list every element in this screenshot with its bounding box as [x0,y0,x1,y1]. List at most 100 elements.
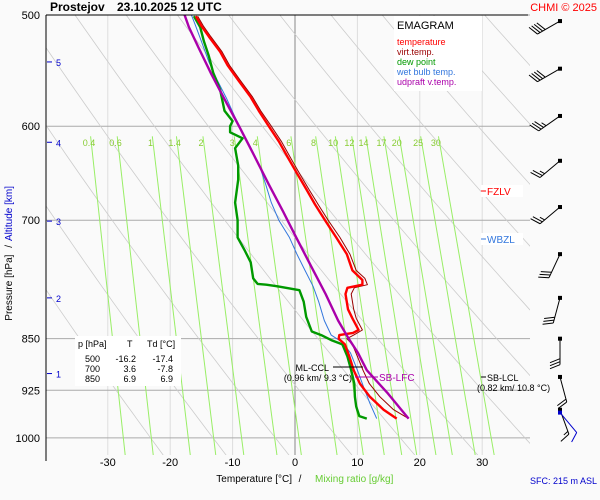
mixing-ratio-line [233,136,278,455]
table-cell: 850 [85,374,100,384]
barb-half-flag [563,430,569,436]
barb-flag [538,276,550,279]
wind-barb [530,158,562,178]
mixing-ratio-line [256,136,302,455]
barb-flag [528,27,538,35]
barb-flag [531,122,542,130]
barb-flag [532,170,543,177]
dry-adiabat [432,15,530,125]
table-cell: 6.9 [123,374,136,384]
pressure-tick-label: 600 [22,121,40,133]
mixing-ratio-label: 3 [230,138,235,148]
mixing-ratio-line [90,136,126,455]
barb-flag [549,364,561,370]
series-group [183,15,410,420]
barb-flag [528,74,538,83]
mixing-ratio-line [151,136,191,455]
mixing-ratio-label: 25 [413,138,423,148]
barb-flag [557,401,568,409]
table-header-p: p [hPa] [78,339,107,349]
dry-adiabat [74,15,416,455]
mixing-ratio-line [116,136,154,455]
level-annotations: FZLV WBZL ML-CCL (0.96 km/ 9.3 °C) SB-LF… [284,185,550,393]
barb-staff [539,206,561,225]
series-virt-temp [197,15,409,420]
barb-flag [571,432,578,443]
barb-staff [559,376,568,403]
sb-lfc-label: SB-LFC [379,373,415,384]
dry-adiabats [46,15,530,455]
series-udpraft-v-temp [183,15,410,420]
sfc-label: SFC: 215 m ASL [530,476,597,486]
ylabel-pressure: Pressure [hPa] [4,254,15,320]
xlabel-sep: / [299,474,302,485]
wind-barb [558,410,578,443]
table-box [75,336,181,386]
copyright: CHMI © 2025 [530,2,597,14]
table-header-td: Td [°C] [147,339,175,349]
barb-flag [544,316,555,319]
table-cell: 500 [85,354,100,364]
barb-staff [552,297,561,324]
legend: EMAGRAM temperature virt.temp. dew point… [394,16,482,91]
barb-flag [531,73,541,81]
altitude-tick-label: 4 [56,138,61,148]
pressure-tick-label: 1000 [16,433,40,445]
mixing-ratio-line [420,136,476,455]
altitude-tick-label: 2 [56,294,61,304]
table-cell: 3.6 [123,364,136,374]
series-wet-bulb-temp [190,15,378,419]
altitude-tick-label: 5 [56,58,61,68]
dry-adiabat [228,15,530,377]
mixing-ratio-label: 8 [311,138,316,148]
axes [45,14,528,461]
mixing-ratio-label: 12 [344,138,354,148]
wind-barb [529,113,562,132]
wind-barb [528,19,562,35]
barb-flag [530,218,541,225]
barb-staff [539,160,561,178]
barb-half-flag [539,216,545,221]
barb-half-flag [541,122,547,127]
mixing-ratio-label: 6 [286,138,291,148]
ylabel-altitude: Altitude [km] [4,186,15,241]
legend-item-dew-point: dew point [397,57,436,67]
mixing-ratio-label: 14 [358,138,368,148]
table-cell: -16.2 [115,354,136,364]
mixing-ratio-line [398,136,453,455]
legend-item-updraft: udpraft v.temp. [397,77,456,87]
dry-adiabat [125,15,479,455]
wbzl-label: WBZL [487,235,515,246]
barb-flag [533,24,543,32]
wind-barb [549,336,562,370]
legend-item-wet-bulb: wet bulb temp. [396,67,456,77]
dry-adiabat [46,205,227,455]
temp-tick-label: 20 [414,457,426,469]
mixing-ratio-line [290,136,338,455]
barb-staff [537,20,561,35]
mixing-ratio-label: 0.4 [83,138,96,148]
mixing-ratio-lines [90,136,495,455]
barb-staff [559,412,578,433]
barb-flag [543,319,555,322]
mixing-ratio-line [175,136,217,455]
temp-tick-label: 10 [351,457,363,469]
datetime-title: 23.10.2025 12 UTC [117,0,222,14]
pressure-tick-label: 500 [22,10,40,22]
mixing-ratio-label: 20 [392,138,402,148]
temp-tick-label: 0 [292,457,298,469]
barb-flag [531,25,541,33]
barb-staff [537,68,561,83]
mixing-ratio-line [437,136,495,455]
xlabel-temperature: Temperature [°C] [216,474,292,485]
barb-flag [529,124,539,132]
mixing-ratio-label: 2 [199,138,204,148]
series-dew-point [192,15,368,420]
barb-flag [536,22,546,30]
dry-adiabat [279,15,530,311]
wind-barb [528,66,562,83]
legend-box [394,16,482,91]
altitude-tick-label: 1 [56,370,61,380]
dry-adiabat [46,124,290,455]
mixing-ratio-line [365,136,418,455]
